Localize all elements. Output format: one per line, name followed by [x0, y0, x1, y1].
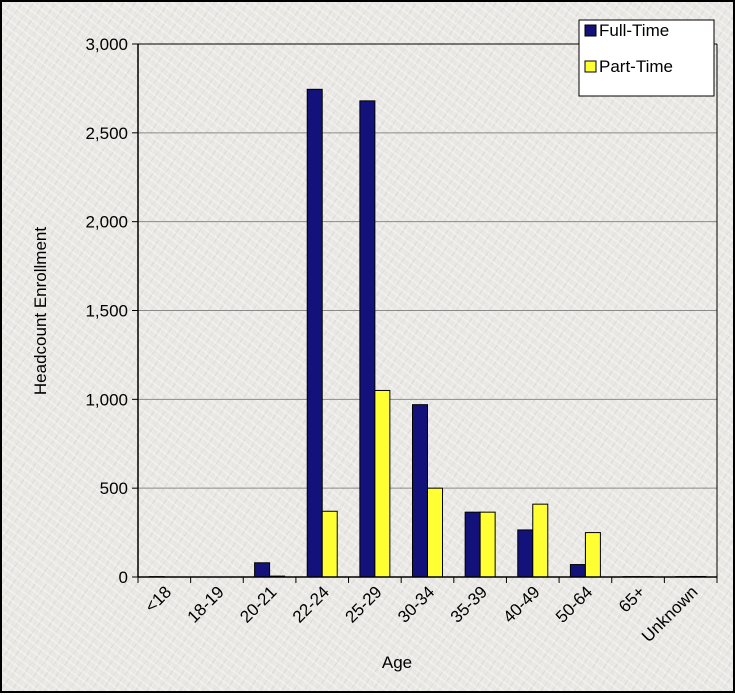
legend-swatch — [585, 25, 596, 36]
y-tick-label: 1,500 — [85, 302, 128, 321]
x-tick-label: 40-49 — [499, 582, 543, 626]
y-tick-label: 2,000 — [85, 213, 128, 232]
y-tick-label: 0 — [119, 568, 128, 587]
x-tick-label: Unknown — [638, 582, 702, 646]
x-tick-label: 65+ — [615, 582, 649, 616]
bar-full-time — [307, 89, 322, 577]
x-tick-label: 18-19 — [184, 582, 228, 626]
y-tick-labels: 0 500 1,000 1,500 2,000 2,500 3,000 — [85, 35, 128, 587]
y-axis-title: Headcount Enrollment — [31, 227, 50, 395]
x-tick-label: 22-24 — [289, 582, 333, 626]
legend-label: Part-Time — [599, 57, 673, 76]
bar-part-time — [322, 511, 337, 577]
y-tick-label: 500 — [100, 479, 128, 498]
bars — [149, 89, 705, 577]
y-tick-label: 2,500 — [85, 124, 128, 143]
x-tick-label: 50-64 — [552, 582, 596, 626]
x-tick-label: 35-39 — [447, 582, 491, 626]
bar-part-time — [428, 488, 443, 577]
x-tick-label: 20-21 — [236, 582, 280, 626]
legend: Full-Time Part-Time — [579, 20, 714, 96]
x-axis-title: Age — [382, 653, 412, 672]
bar-part-time — [480, 512, 495, 577]
bar-full-time — [413, 405, 428, 577]
bar-full-time — [570, 565, 585, 577]
bar-full-time — [360, 101, 375, 577]
y-tick-label: 1,000 — [85, 390, 128, 409]
legend-swatch — [585, 61, 596, 72]
y-tick-label: 3,000 — [85, 35, 128, 54]
bar-full-time — [255, 563, 270, 577]
legend-label: Full-Time — [599, 21, 669, 40]
bar-part-time — [533, 504, 548, 577]
x-tick-label: 30-34 — [394, 582, 438, 626]
x-tick-label: 25-29 — [342, 582, 386, 626]
bar-part-time — [375, 390, 390, 577]
bar-full-time — [465, 512, 480, 577]
bar-part-time — [585, 533, 600, 577]
x-tick-label: <18 — [141, 582, 175, 616]
bar-full-time — [518, 530, 533, 577]
